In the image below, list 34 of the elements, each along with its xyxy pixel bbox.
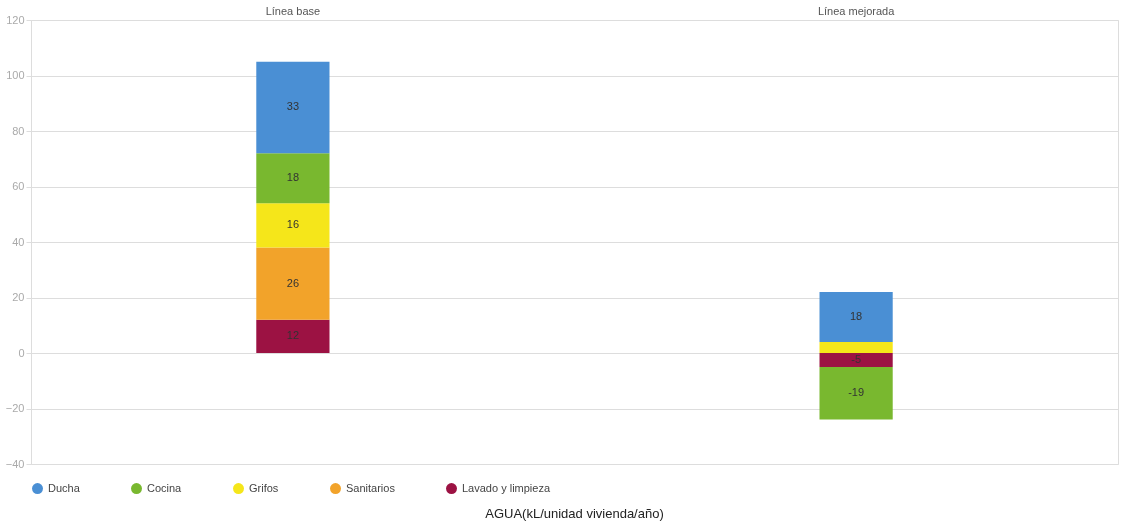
y-tick-label: 100 <box>6 69 25 81</box>
legend-label: Cocina <box>147 481 183 494</box>
data-label: -5 <box>851 352 861 365</box>
x-axis-title: AGUA(kL/unidad vivienda/año) <box>485 506 664 521</box>
bar <box>256 153 330 204</box>
x-tick-label: Línea base <box>265 4 321 17</box>
y-tick-label: 40 <box>12 235 25 248</box>
y-tick-label: 60 <box>12 180 25 192</box>
data-label: 18 <box>849 309 863 322</box>
bar <box>256 61 330 154</box>
y-tick-label: 120 <box>6 13 25 26</box>
bar <box>819 366 893 420</box>
y-tick-label: 80 <box>12 124 25 137</box>
bar <box>819 341 893 353</box>
y-tick-label: −40 <box>5 457 25 470</box>
y-tick-label: −20 <box>5 402 25 414</box>
data-label: 26 <box>286 276 300 289</box>
data-label: 33 <box>286 100 300 113</box>
legend-label: Grifos <box>249 481 279 494</box>
bar <box>256 319 330 353</box>
legend-label: Ducha <box>48 481 81 494</box>
y-tick-label: 20 <box>12 291 25 303</box>
data-label: 16 <box>286 218 300 231</box>
data-label: 18 <box>286 171 300 184</box>
data-label: -19 <box>848 386 865 399</box>
data-label: 12 <box>286 329 300 342</box>
bar <box>256 203 330 248</box>
x-tick-label: Línea mejorada <box>817 4 896 17</box>
legend-label: Sanitarios <box>346 481 396 494</box>
y-tick-label: 0 <box>18 346 25 359</box>
bar <box>256 247 330 320</box>
bar <box>819 291 893 342</box>
legend-label: Lavado y limpieza <box>462 481 551 494</box>
bar <box>819 353 893 367</box>
